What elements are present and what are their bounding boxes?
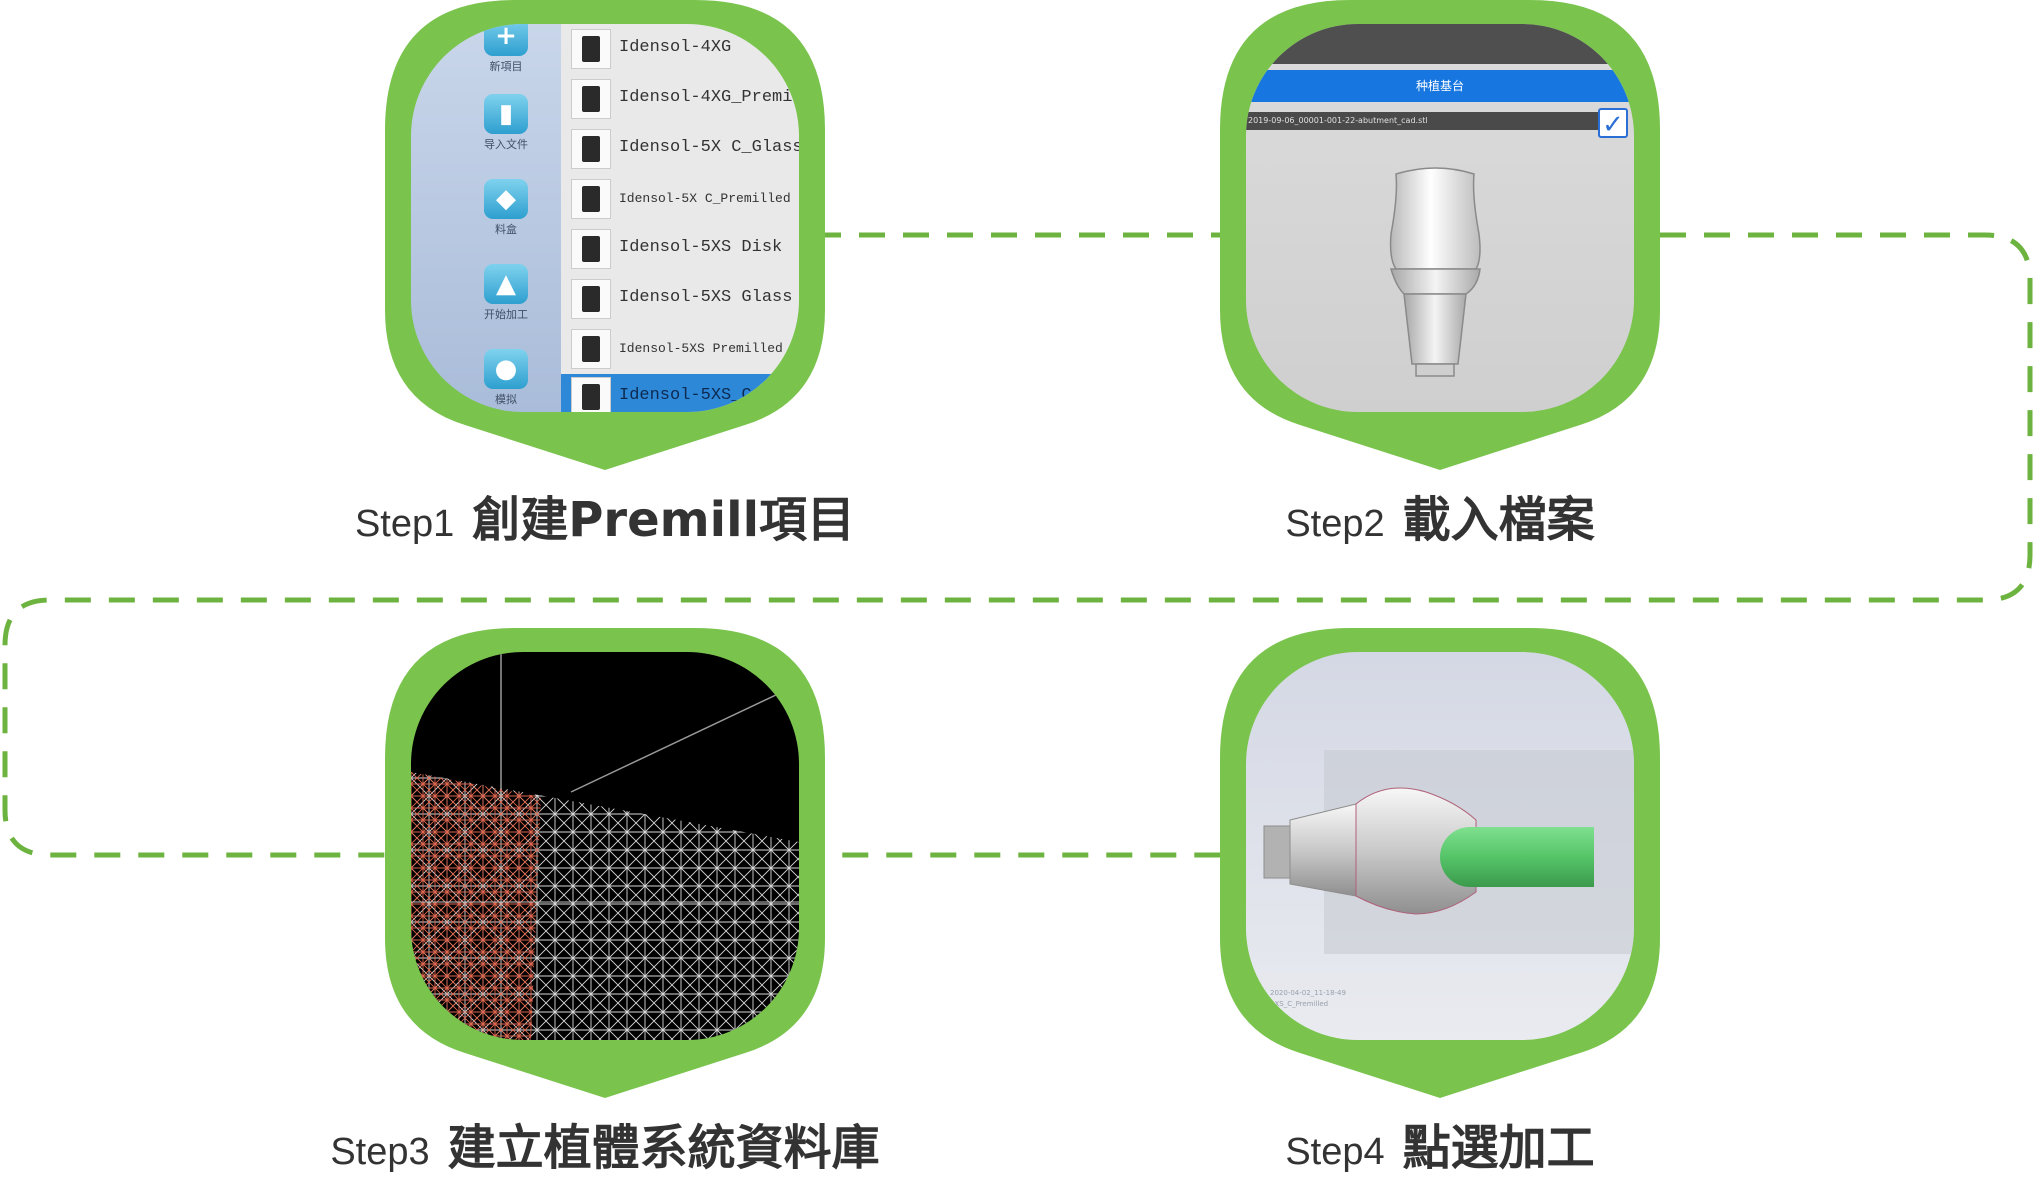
step-caption: Step3 建立植體系統資料庫: [235, 1108, 975, 1178]
simulation-icon: ●: [484, 349, 528, 389]
abutment-header-bar: 种植基台: [1246, 70, 1634, 102]
tool-label: 料盒: [495, 223, 517, 236]
tool-material-tray[interactable]: ◆ 料盒: [483, 179, 529, 237]
tool-label: 开始加工: [484, 308, 528, 321]
project-name-line: 5XS_C_Premilled: [1270, 1000, 1329, 1008]
tool-label: 模拟: [495, 393, 517, 406]
step-title: 創建Premill項目: [472, 492, 856, 548]
tool-import-file[interactable]: ▮ 导入文件: [483, 94, 529, 152]
material-name: Idensol-5XS Disk: [619, 238, 783, 257]
step-label: Step4: [1285, 1131, 1385, 1173]
timestamp-line: 2020-04-02_11-18-49: [1270, 989, 1346, 997]
toolbar-sidebar: + 新項目 ▮ 导入文件 ◆ 料盒 ▲ 开始加工 ● 模拟: [411, 24, 561, 412]
abutment-model: [1389, 167, 1481, 377]
material-thumbnail-icon: [571, 129, 611, 169]
material-item[interactable]: Idensol-4XG_Premill: [561, 76, 799, 122]
material-thumbnail-icon: [571, 29, 611, 69]
step-title: 點選加工: [1402, 1120, 1595, 1176]
material-item-selected[interactable]: Idensol-5XS_C: [561, 374, 799, 412]
material-tray-icon: ◆: [484, 179, 528, 219]
step-title: 載入檔案: [1402, 492, 1595, 548]
tool-new-project[interactable]: + 新項目: [483, 24, 529, 74]
material-name: Idensol-5XS_C: [619, 386, 752, 405]
material-thumbnail-icon: [571, 179, 611, 219]
step-4-screenshot: 2020-04-02_11-18-49 5XS_C_Premilled: [1246, 652, 1634, 1040]
material-item[interactable]: Idensol-5X C_Glass: [561, 126, 799, 172]
checkmark-icon[interactable]: ✓: [1598, 108, 1628, 140]
material-thumbnail-icon: [571, 79, 611, 119]
step-title: 建立植體系統資料庫: [447, 1120, 880, 1176]
window-top-bar: [1246, 24, 1634, 64]
timestamp-overlay: 2020-04-02_11-18-49 5XS_C_Premilled: [1270, 988, 1346, 1010]
wireframe-mesh-view: [411, 652, 799, 1040]
material-item[interactable]: Idensol-5XS Disk: [561, 226, 799, 272]
step-caption: Step1 創建Premill項目: [235, 480, 975, 550]
material-name: Idensol-5XS Premilled: [619, 341, 783, 356]
material-item[interactable]: Idensol-5XS Glass: [561, 276, 799, 322]
step-label: Step2: [1285, 503, 1385, 545]
material-name: Idensol-5X C_Premilled: [619, 191, 791, 206]
step-caption: Step2 載入檔案: [1070, 480, 1810, 550]
new-project-icon: +: [484, 24, 528, 56]
material-thumbnail-icon: [571, 329, 611, 369]
tool-simulation[interactable]: ● 模拟: [483, 349, 529, 407]
material-list: Idensol-4XG Idensol-4XG_Premill Idensol-…: [561, 24, 799, 412]
step-label: Step1: [354, 503, 455, 545]
material-name: Idensol-4XG: [619, 38, 732, 57]
material-thumbnail-icon: [571, 229, 611, 269]
material-name: Idensol-4XG_Premill: [619, 88, 799, 107]
step-caption: Step4 點選加工: [1070, 1108, 1810, 1178]
material-item[interactable]: Idensol-5XS Premilled: [561, 326, 799, 372]
tool-start-machining[interactable]: ▲ 开始加工: [483, 264, 529, 322]
tool-label: 导入文件: [484, 138, 528, 151]
step-1-screenshot: + 新項目 ▮ 导入文件 ◆ 料盒 ▲ 开始加工 ● 模拟 I: [411, 24, 799, 412]
material-item[interactable]: Idensol-4XG: [561, 26, 799, 72]
step-3-screenshot: [411, 652, 799, 1040]
material-name: Idensol-5X C_Glass: [619, 138, 799, 157]
import-file-icon: ▮: [484, 94, 528, 134]
material-thumbnail-icon: [571, 279, 611, 319]
material-name: Idensol-5XS Glass: [619, 288, 793, 307]
machining-simulation: [1263, 750, 1634, 954]
step-2-screenshot: 种植基台 2019-09-06_00001-001-22-abutment_ca…: [1246, 24, 1634, 412]
material-item[interactable]: Idensol-5X C_Premilled: [561, 176, 799, 222]
step-label: Step3: [330, 1131, 430, 1173]
start-machining-icon: ▲: [484, 264, 528, 304]
tool-label: 新項目: [489, 60, 523, 73]
material-thumbnail-icon: [571, 377, 611, 412]
abutment-header-label: 种植基台: [1415, 79, 1464, 93]
connector-dashed-line: [2, 232, 2033, 858]
file-path-field[interactable]: 2019-09-06_00001-001-22-abutment_cad.stl: [1246, 112, 1598, 130]
